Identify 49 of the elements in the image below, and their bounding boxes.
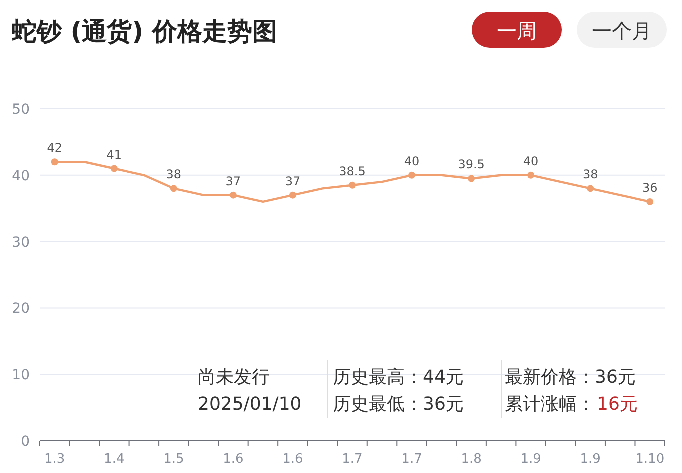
data-label: 36: [642, 180, 658, 195]
text: 一个月: [592, 19, 652, 43]
point: [408, 172, 416, 179]
text: 一周: [497, 19, 537, 43]
point: [110, 165, 118, 172]
annotation: 最新价格：36元: [505, 367, 636, 388]
y-tick-label: 10: [12, 368, 30, 384]
x-tick-label: 1.7: [402, 452, 422, 467]
point: [646, 198, 654, 206]
annotation: 历史最高：44元: [333, 367, 464, 388]
x-tick-label: 1.7: [342, 452, 363, 467]
data-label: 40: [523, 154, 539, 168]
data-label: 38: [582, 168, 598, 182]
x-tick-label: 1.10: [636, 452, 665, 467]
data-label: 40: [404, 154, 420, 168]
point: [587, 185, 594, 192]
point: [289, 192, 296, 199]
annotation: 尚未发行: [198, 367, 270, 388]
point: [528, 172, 535, 179]
data-label: 37: [285, 174, 301, 188]
y-tick-label: 40: [12, 168, 30, 184]
point: [51, 158, 58, 166]
data-label: 41: [106, 148, 122, 162]
annotation: 累计涨幅：: [505, 394, 595, 415]
x-tick-label: 1.9: [520, 452, 542, 467]
data-label: 38.5: [339, 164, 366, 178]
point: [468, 175, 476, 182]
chart-title: 蛇钞 (通货) 价格走势图: [11, 17, 278, 46]
point: [230, 192, 237, 199]
data-label: 37: [226, 174, 242, 188]
point: [349, 182, 356, 189]
x-tick-label: 1.5: [164, 452, 184, 467]
y-tick-label: 30: [12, 234, 30, 251]
x-tick-label: 1.8: [461, 452, 482, 467]
x-tick-label: 1.6: [282, 452, 304, 467]
x-tick-label: 1.6: [223, 452, 244, 467]
annotation: 2025/01/10: [198, 394, 302, 415]
y-tick-label: 0: [21, 434, 30, 450]
data-label: 42: [47, 141, 63, 156]
point: [170, 185, 178, 192]
annotation: 历史最低：36元: [333, 394, 464, 415]
y-tick-label: 20: [12, 301, 30, 318]
x-tick-label: 1.9: [580, 452, 601, 467]
annotation: 16元: [597, 394, 638, 415]
x-tick-label: 1.4: [104, 452, 125, 467]
data-label: 39.5: [458, 158, 485, 172]
y-tick-label: 50: [12, 102, 30, 118]
x-tick-label: 1.3: [44, 452, 66, 467]
data-label: 38: [166, 168, 182, 182]
